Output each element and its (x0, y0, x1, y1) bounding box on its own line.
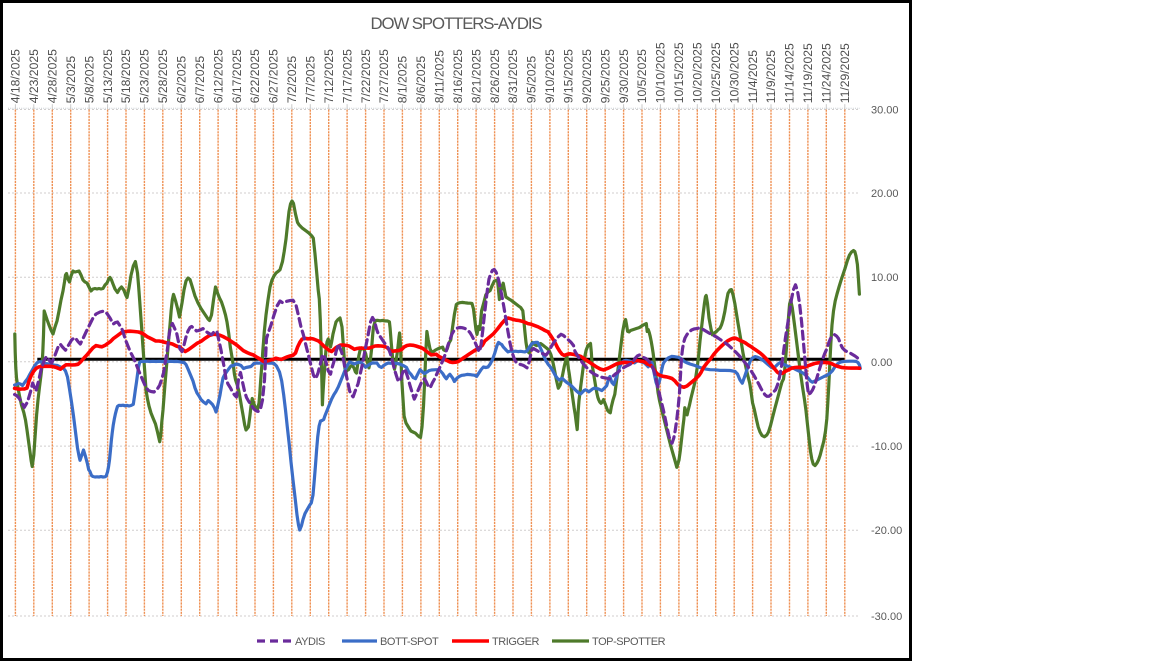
svg-text:9/20/2025: 9/20/2025 (580, 49, 594, 103)
svg-text:9/5/2025: 9/5/2025 (525, 56, 539, 104)
svg-text:8/6/2025: 8/6/2025 (414, 56, 428, 104)
svg-text:6/17/2025: 6/17/2025 (230, 49, 244, 103)
svg-text:7/22/2025: 7/22/2025 (359, 49, 373, 103)
svg-text:5/3/2025: 5/3/2025 (64, 56, 78, 104)
svg-text:5/18/2025: 5/18/2025 (119, 49, 133, 103)
svg-text:7/27/2025: 7/27/2025 (377, 49, 391, 103)
svg-text:11/4/2025: 11/4/2025 (746, 50, 760, 104)
svg-text:6/12/2025: 6/12/2025 (211, 49, 225, 103)
svg-text:11/14/2025: 11/14/2025 (783, 43, 797, 103)
svg-text:5/23/2025: 5/23/2025 (138, 49, 152, 103)
svg-text:5/8/2025: 5/8/2025 (82, 56, 96, 104)
svg-text:8/26/2025: 8/26/2025 (488, 49, 502, 103)
svg-text:4/18/2025: 4/18/2025 (9, 49, 23, 103)
svg-text:TRIGGER: TRIGGER (492, 636, 539, 648)
svg-text:11/19/2025: 11/19/2025 (801, 43, 815, 103)
svg-text:BOTT-SPOT: BOTT-SPOT (380, 636, 439, 648)
svg-text:10/10/2025: 10/10/2025 (654, 42, 668, 103)
svg-text:6/2/2025: 6/2/2025 (175, 56, 189, 104)
svg-text:8/16/2025: 8/16/2025 (451, 49, 465, 103)
svg-text:11/24/2025: 11/24/2025 (820, 43, 834, 103)
svg-text:9/25/2025: 9/25/2025 (598, 49, 612, 103)
svg-text:6/27/2025: 6/27/2025 (267, 49, 281, 103)
svg-text:0.00: 0.00 (871, 357, 892, 369)
svg-text:30.00: 30.00 (871, 105, 899, 117)
svg-text:4/23/2025: 4/23/2025 (27, 49, 41, 103)
svg-text:8/1/2025: 8/1/2025 (396, 56, 410, 104)
svg-text:11/9/2025: 11/9/2025 (764, 50, 778, 104)
svg-text:TOP-SPOTTER: TOP-SPOTTER (592, 636, 666, 648)
svg-text:6/7/2025: 6/7/2025 (193, 56, 207, 104)
svg-text:10/25/2025: 10/25/2025 (709, 42, 723, 103)
svg-text:7/12/2025: 7/12/2025 (322, 49, 336, 103)
svg-text:10.00: 10.00 (871, 272, 899, 284)
svg-text:7/7/2025: 7/7/2025 (304, 56, 318, 104)
svg-text:-20.00: -20.00 (871, 525, 902, 537)
svg-text:DOW SPOTTERS-AYDIS: DOW SPOTTERS-AYDIS (370, 14, 542, 33)
svg-text:9/30/2025: 9/30/2025 (617, 49, 631, 103)
svg-text:4/28/2025: 4/28/2025 (45, 49, 59, 103)
svg-text:10/20/2025: 10/20/2025 (691, 42, 705, 103)
svg-text:20.00: 20.00 (871, 188, 899, 200)
svg-text:7/17/2025: 7/17/2025 (340, 49, 354, 103)
svg-text:9/15/2025: 9/15/2025 (562, 49, 576, 103)
svg-text:5/28/2025: 5/28/2025 (156, 49, 170, 103)
svg-text:8/31/2025: 8/31/2025 (506, 49, 520, 103)
svg-text:8/21/2025: 8/21/2025 (469, 49, 483, 103)
svg-text:-30.00: -30.00 (871, 611, 902, 623)
svg-text:10/15/2025: 10/15/2025 (672, 42, 686, 103)
svg-text:8/11/2025: 8/11/2025 (433, 50, 447, 104)
svg-text:9/10/2025: 9/10/2025 (543, 49, 557, 103)
svg-text:10/5/2025: 10/5/2025 (635, 49, 649, 103)
svg-text:7/2/2025: 7/2/2025 (285, 56, 299, 104)
svg-text:6/22/2025: 6/22/2025 (248, 49, 262, 103)
svg-text:10/30/2025: 10/30/2025 (727, 42, 741, 103)
svg-text:-10.00: -10.00 (871, 441, 902, 453)
svg-text:5/13/2025: 5/13/2025 (101, 49, 115, 103)
svg-text:11/29/2025: 11/29/2025 (838, 43, 852, 103)
svg-text:AYDIS: AYDIS (295, 636, 325, 648)
